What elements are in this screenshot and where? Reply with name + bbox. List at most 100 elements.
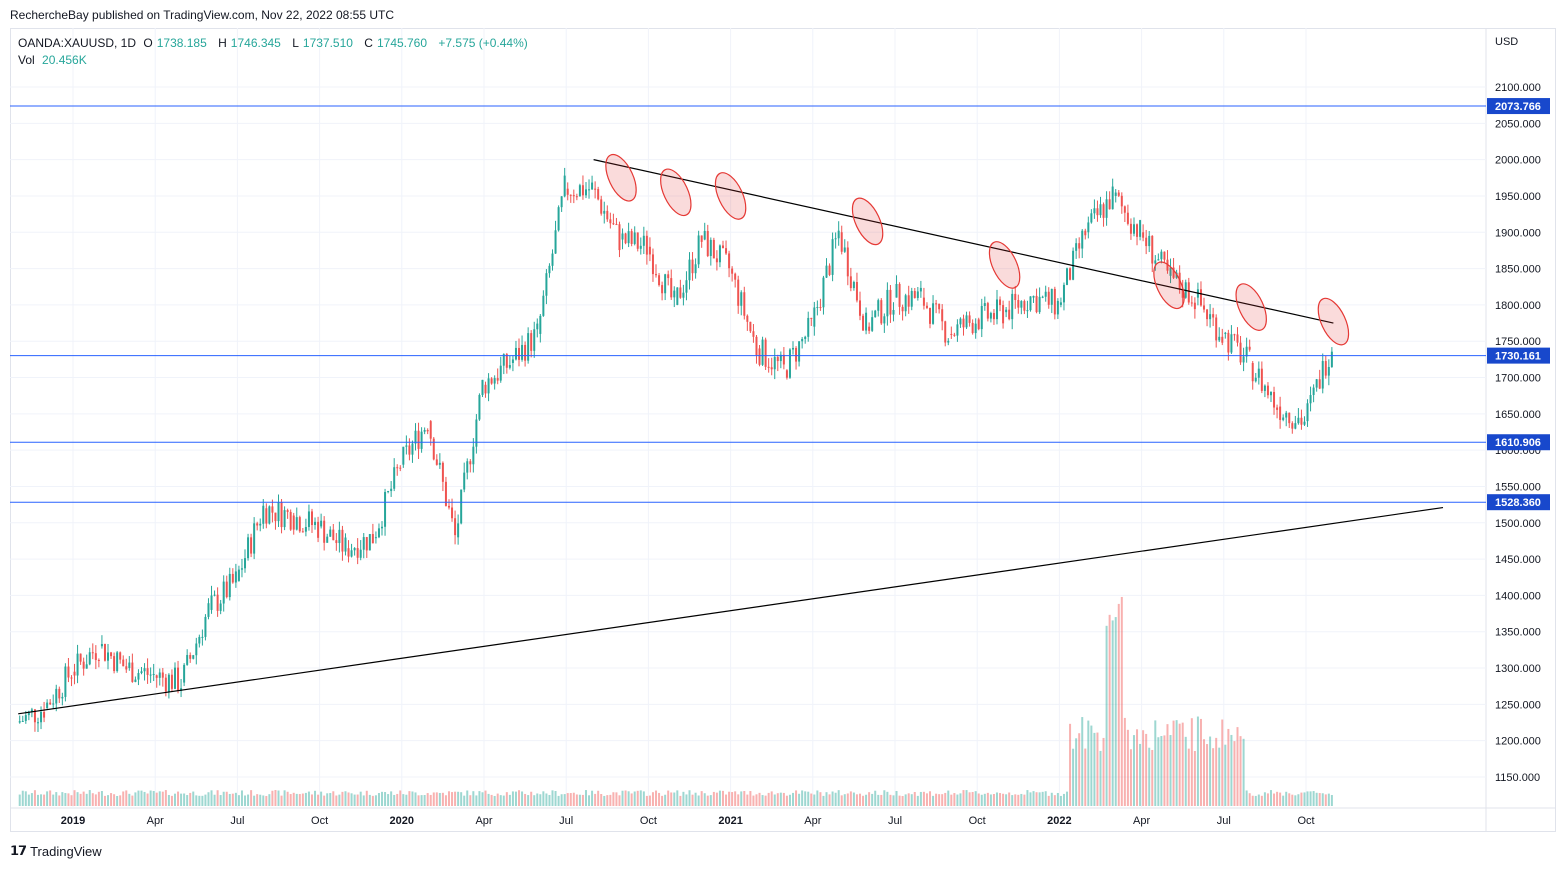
volume-bar [240,790,243,806]
footer-brand[interactable]: 𝟭𝟳 TradingView [10,843,102,859]
volume-bar [816,790,819,806]
candle-body [1263,385,1266,391]
candle-body [855,282,858,301]
candle-body [661,285,664,294]
volume-bar [1178,723,1181,806]
touch-highlight-ellipse [851,197,884,246]
candle-body [505,354,508,368]
y-tick-label: 1850.000 [1495,264,1541,276]
candle-body [1260,368,1263,391]
candle-body [1059,302,1062,305]
candle-body [651,254,654,275]
volume-bar [651,792,654,806]
volume-bar [1257,794,1260,806]
volume-bar [116,795,119,806]
volume-bar [734,791,737,806]
volume-bar [1008,792,1011,806]
volume-bar [1142,730,1145,806]
candle-body [764,339,767,367]
volume-bar [743,791,746,806]
volume-bar [880,794,883,806]
candle-body [1266,385,1269,396]
candle-body [1142,232,1145,238]
volume-bar [898,795,901,806]
volume-bar [706,795,709,806]
volume-bar [1154,720,1157,806]
candle-body [1282,417,1285,420]
volume-bar [335,795,338,806]
candle-body [1245,346,1248,357]
volume-bar [877,794,880,806]
candle-body [645,235,648,255]
candle-body [776,357,779,362]
candle-body [128,662,131,669]
volume-bar [1129,749,1132,806]
volume-bar [621,790,624,806]
y-tick-label: 1800.000 [1495,300,1541,312]
change-value: +7.575 (+0.44%) [438,36,528,50]
y-tick-label: 1250.000 [1495,699,1541,711]
x-tick-label: Jul [230,815,244,827]
candle-body [49,702,52,705]
volume-bar [390,791,393,806]
candle-body [865,312,868,331]
candle-body [706,230,709,256]
volume-bar [228,793,231,806]
candle-body [539,315,542,334]
volume-bar [1209,736,1212,806]
volume-bar [103,795,106,806]
volume-bar [986,792,989,806]
candle-body [597,189,600,200]
x-tick-label: 2019 [61,815,85,827]
candle-body [304,527,307,532]
candle-body [460,489,463,524]
x-tick-label: 2021 [718,815,742,827]
volume-bar [1248,793,1251,806]
candle-body [758,348,761,365]
volume-bar [846,793,849,806]
volume-bar [670,792,673,806]
candle-body [21,720,24,722]
y-tick-label: 1500.000 [1495,518,1541,530]
candle-body [1087,222,1090,233]
candle-body [240,568,243,570]
volume-bar [213,794,216,806]
volume-bar [1315,792,1318,806]
volume-bar [347,792,350,806]
volume-bar [107,795,110,806]
volume-bar [773,794,776,806]
volume-bar [548,794,551,806]
volume-bar [1169,735,1172,806]
candle-body [932,303,935,324]
currency-label: USD [1495,36,1518,48]
candle-body [289,511,292,530]
candle-body [755,336,758,356]
candle-body [390,488,393,492]
candle-body [1291,423,1294,429]
volume-bar [837,790,840,806]
candle-body [125,666,128,670]
volume-bar [584,790,587,806]
volume-bar [61,792,64,806]
candle-body [584,189,587,196]
volume-bar [1318,793,1321,806]
volume-bar [581,794,584,806]
volume-bar [219,795,222,806]
candle-body [222,581,225,604]
volume-bar [801,790,804,806]
touch-highlight-ellipse [1317,297,1350,346]
candle-body [110,652,113,657]
volume-bar [956,794,959,806]
candle-body [703,230,706,240]
candle-body [974,323,977,334]
candle-body [1050,288,1053,305]
volume-bar [76,792,79,806]
candle-body [384,491,387,527]
volume-bar [1111,620,1114,806]
volume-bar [508,794,511,806]
candle-body [426,430,429,432]
candle-body [621,233,624,240]
candle-body [377,528,380,538]
volume-bar [795,790,798,806]
